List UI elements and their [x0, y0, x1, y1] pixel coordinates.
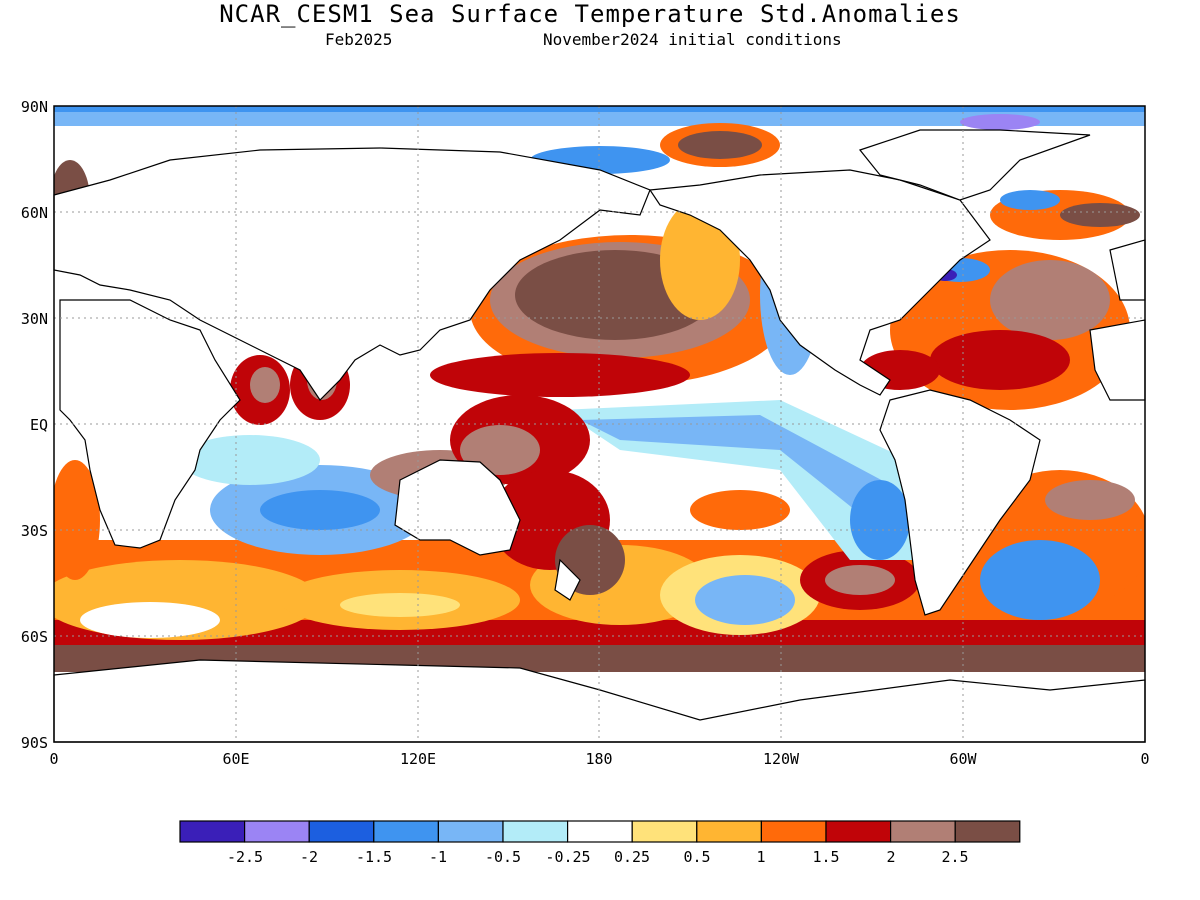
- colorbar-label: 2.5: [941, 848, 968, 866]
- colorbar-swatch: [954, 820, 1021, 843]
- colorbar-swatch: [179, 820, 246, 843]
- colorbar-swatch: [244, 820, 310, 843]
- colorbar-label: -1.5: [356, 848, 392, 866]
- colorbar-swatches: [179, 820, 1021, 843]
- colorbar-swatch: [696, 820, 762, 843]
- colorbar-label: 0.25: [614, 848, 650, 866]
- lat-label-60s: 60S: [21, 628, 48, 646]
- initial-conditions: November2024 initial conditions: [543, 30, 842, 49]
- colorbar-swatch: [631, 820, 698, 843]
- longitude-labels: 0 60E 120E 180 120W 60W 0: [49, 750, 1149, 768]
- colorbar-label: -2.5: [227, 848, 263, 866]
- colorbar-swatch: [437, 820, 504, 843]
- lat-label-90s: 90S: [21, 734, 48, 752]
- lon-label-60w: 60W: [949, 750, 977, 768]
- colorbar-label: -0.25: [545, 848, 590, 866]
- colorbar-label: 2: [886, 848, 895, 866]
- colorbar-swatch: [373, 820, 439, 843]
- colorbar-swatch: [566, 820, 633, 843]
- colorbar: -2.5 -2 -1.5 -1 -0.5 -0.25 0.25 0.5 1 1.…: [179, 820, 1021, 866]
- colorbar-labels: -2.5 -2 -1.5 -1 -0.5 -0.25 0.25 0.5 1 1.…: [227, 848, 969, 866]
- graticule: [54, 106, 1145, 742]
- lat-label-eq: EQ: [30, 416, 48, 434]
- lon-label-60e: 60E: [222, 750, 249, 768]
- colorbar-swatch: [889, 820, 956, 843]
- lon-label-0-right: 0: [1140, 750, 1149, 768]
- lon-label-120e: 120E: [400, 750, 436, 768]
- colorbar-label: 0.5: [683, 848, 710, 866]
- colorbar-label: -2: [300, 848, 318, 866]
- lon-label-0-left: 0: [49, 750, 58, 768]
- lon-label-180: 180: [585, 750, 612, 768]
- colorbar-label: 1: [756, 848, 765, 866]
- map-title: NCAR_CESM1 Sea Surface Temperature Std.A…: [219, 0, 961, 28]
- latitude-labels: 90N 60N 30N EQ 30S 60S 90S: [21, 98, 48, 752]
- colorbar-swatch: [760, 820, 827, 843]
- map-frame: [53, 105, 1146, 743]
- colorbar-swatch: [825, 820, 892, 843]
- colorbar-label: 1.5: [812, 848, 839, 866]
- lat-label-90n: 90N: [21, 98, 48, 116]
- lat-label-30s: 30S: [21, 522, 48, 540]
- lat-label-60n: 60N: [21, 204, 48, 222]
- colorbar-label: -0.5: [485, 848, 521, 866]
- forecast-month: Feb2025: [325, 30, 393, 49]
- colorbar-swatch: [308, 820, 375, 843]
- colorbar-swatch: [502, 820, 569, 843]
- colorbar-label: -1: [429, 848, 447, 866]
- lon-label-120w: 120W: [763, 750, 800, 768]
- lat-label-30n: 30N: [21, 310, 48, 328]
